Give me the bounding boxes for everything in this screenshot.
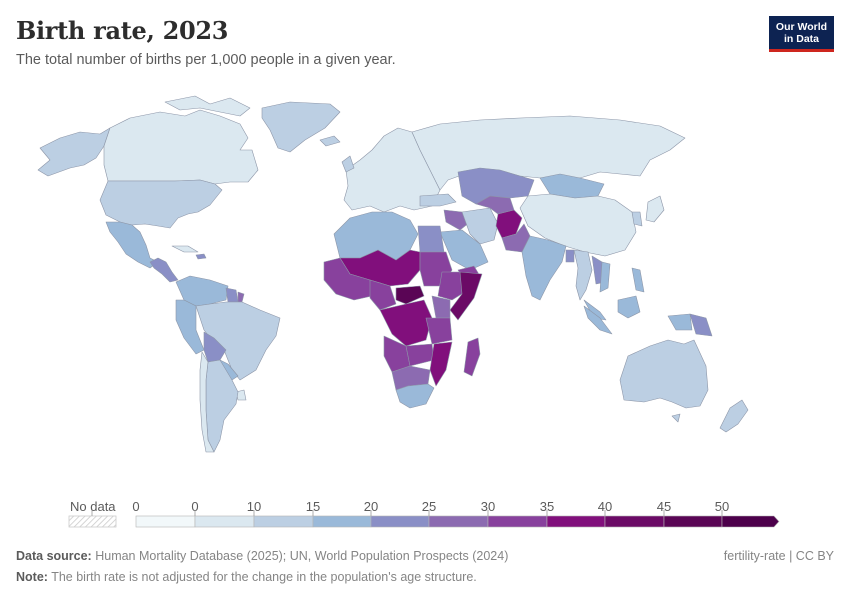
region-haiti bbox=[195, 253, 207, 260]
legend-bin bbox=[370, 515, 430, 528]
region-philippines bbox=[631, 267, 645, 293]
region-guyana bbox=[225, 287, 239, 303]
region-russia bbox=[411, 115, 686, 191]
legend-color-bar bbox=[68, 510, 780, 528]
region-saudi-arabia bbox=[439, 229, 489, 271]
tick-label: 10 bbox=[246, 499, 262, 514]
legend-bin bbox=[487, 515, 548, 528]
logo-line-1: Our World bbox=[775, 21, 828, 33]
legend-bin bbox=[604, 515, 665, 528]
region-egypt bbox=[417, 225, 445, 253]
region-tasmania bbox=[671, 413, 681, 423]
region-cuba bbox=[171, 245, 199, 253]
world-choropleth-map[interactable] bbox=[0, 80, 850, 480]
region-canada bbox=[103, 109, 259, 185]
region-new-guinea-west bbox=[667, 313, 693, 331]
region-central-america bbox=[149, 257, 179, 283]
region-greenland bbox=[261, 101, 341, 153]
region-mozambique bbox=[429, 341, 453, 387]
tick-label: 15 bbox=[305, 499, 321, 514]
chart-subtitle: The total number of births per 1,000 peo… bbox=[16, 52, 396, 68]
tick-label: 35 bbox=[539, 499, 555, 514]
license-link[interactable]: fertility-rate | CC BY bbox=[723, 549, 834, 563]
tick-label: 40 bbox=[597, 499, 613, 514]
region-iceland bbox=[319, 135, 341, 147]
region-myanmar-thailand bbox=[573, 249, 593, 301]
region-canada-arctic bbox=[164, 95, 251, 117]
region-mexico bbox=[105, 221, 159, 269]
tick-label: 20 bbox=[363, 499, 379, 514]
region-china bbox=[519, 193, 637, 257]
legend-bin bbox=[428, 515, 489, 528]
source-label: Data source: bbox=[16, 549, 92, 563]
region-india bbox=[521, 235, 567, 301]
data-source-line: Data source: Human Mortality Database (2… bbox=[16, 549, 508, 563]
region-japan bbox=[645, 195, 665, 223]
region-alaska bbox=[37, 127, 111, 177]
tick-label: 50 bbox=[714, 499, 730, 514]
legend-bins bbox=[135, 515, 780, 528]
source-text[interactable]: Human Mortality Database (2025); UN, Wor… bbox=[95, 549, 509, 563]
region-central-african-republic bbox=[395, 285, 425, 305]
region-papua-new-guinea bbox=[689, 313, 713, 337]
region-korea bbox=[631, 211, 643, 227]
region-vietnam bbox=[599, 261, 611, 293]
region-bangladesh bbox=[565, 249, 575, 263]
legend-bin bbox=[663, 515, 723, 528]
legend-bin bbox=[194, 515, 255, 528]
tick-label: 30 bbox=[480, 499, 496, 514]
color-legend: No data 0 0 10 15 20 25 30 35 40 45 50 bbox=[0, 495, 850, 535]
region-uk bbox=[341, 155, 355, 173]
owid-logo[interactable]: Our World in Data bbox=[769, 16, 834, 52]
region-south-africa bbox=[395, 383, 435, 409]
region-united-states bbox=[99, 179, 223, 229]
tick-label: 45 bbox=[656, 499, 672, 514]
region-kenya bbox=[431, 295, 451, 319]
region-zambia bbox=[405, 343, 435, 367]
legend-bin bbox=[253, 515, 314, 528]
legend-bin bbox=[135, 515, 196, 528]
tick-label: 25 bbox=[421, 499, 437, 514]
note-label: Note: bbox=[16, 570, 48, 584]
legend-bin bbox=[312, 515, 372, 528]
region-madagascar bbox=[463, 337, 481, 377]
no-data-swatch bbox=[68, 515, 117, 528]
legend-bin bbox=[546, 515, 606, 528]
region-new-zealand bbox=[719, 399, 749, 433]
note-text: The birth rate is not adjusted for the c… bbox=[51, 570, 477, 584]
legend-bin-arrow bbox=[721, 515, 780, 528]
logo-line-2: in Data bbox=[783, 33, 819, 45]
tick-label: 0 bbox=[191, 499, 199, 514]
no-data-label: No data bbox=[70, 499, 116, 514]
region-tanzania bbox=[425, 317, 453, 345]
region-indonesia-sumatra bbox=[583, 305, 613, 335]
chart-title: Birth rate, 2023 bbox=[16, 16, 229, 45]
region-australia bbox=[619, 339, 709, 409]
region-borneo bbox=[617, 295, 641, 319]
region-turkey bbox=[419, 193, 457, 207]
region-chile bbox=[199, 351, 215, 453]
region-somalia bbox=[449, 271, 483, 321]
note-line: Note: The birth rate is not adjusted for… bbox=[16, 570, 477, 584]
region-nigeria bbox=[369, 279, 397, 311]
tick-label: 0 bbox=[132, 499, 140, 514]
region-french-guiana bbox=[237, 291, 245, 303]
